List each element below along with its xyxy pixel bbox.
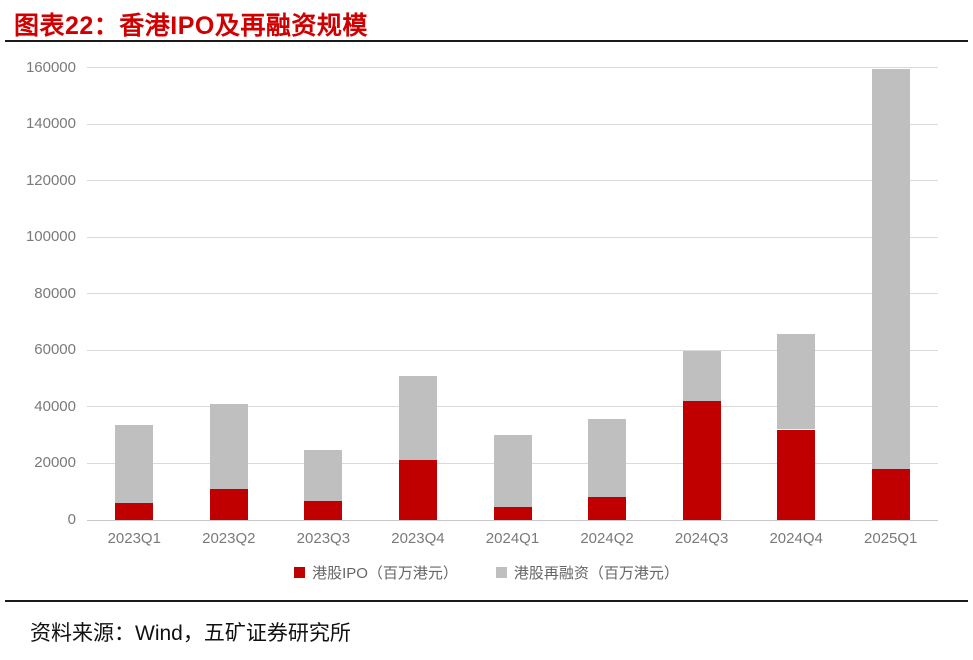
y-axis-tick-label: 80000 [34,284,76,302]
gridline [87,180,938,182]
y-axis-tick-label: 100000 [25,228,76,246]
legend-item-ipo: 港股IPO（百万港元） [294,562,458,583]
bar-segment-refinance [209,404,248,489]
y-axis-tick-label: 140000 [25,115,76,133]
bar-segment-refinance [682,350,721,402]
y-axis-tick-label: 40000 [34,397,76,415]
gridline [87,293,938,295]
x-axis-tick-label: 2023Q3 [296,530,351,547]
x-axis-tick-label: 2024Q4 [769,530,823,547]
x-axis-tick-label: 2024Q2 [580,530,634,547]
figure-title: 图表22：香港IPO及再融资规模 [14,12,368,40]
bar-segment-ipo [777,429,816,520]
bar-segment-refinance [115,425,154,504]
bar-segment-refinance [398,376,437,460]
y-axis-tick-label: 60000 [34,341,76,359]
legend-item-refinance: 港股再融资（百万港元） [495,562,679,583]
bar-segment-ipo [588,497,627,520]
bar-segment-refinance [777,334,816,430]
y-axis-tick-label: 20000 [34,454,76,472]
x-axis-line [87,520,938,521]
title-divider [5,40,968,42]
bar-segment-ipo [304,501,343,520]
x-axis-tick-label: 2025Q1 [864,530,918,547]
legend-swatch-ipo-icon [294,567,306,578]
y-axis-tick-label: 160000 [25,58,76,76]
x-axis-tick-label: 2024Q1 [485,530,540,547]
x-axis-tick-label: 2023Q2 [202,530,256,547]
gridline [87,67,938,68]
chart-legend: 港股IPO（百万港元） 港股再融资（百万港元） [0,562,973,583]
x-axis-tick-label: 2023Q1 [107,530,161,547]
bar-segment-ipo [682,401,721,520]
gridline [87,123,938,125]
bar-segment-refinance [588,419,627,498]
source-note: 资料来源：Wind，五矿证券研究所 [30,622,351,645]
legend-swatch-refinance-icon [495,567,507,578]
bar-segment-refinance [871,68,910,469]
x-axis-tick-label: 2024Q3 [674,530,729,547]
y-axis-tick-label: 0 [67,511,76,528]
bar-segment-ipo [493,506,532,520]
footer-divider [5,600,968,602]
bar-segment-ipo [871,468,910,520]
bar-segment-refinance [493,435,532,507]
gridline [87,236,938,238]
gridline [87,349,938,351]
y-axis-tick-label: 120000 [25,171,76,189]
bar-segment-ipo [398,459,437,520]
legend-label-refinance: 港股再融资（百万港元） [513,565,679,582]
gridline [87,406,938,408]
bar-segment-ipo [209,488,248,520]
x-axis-tick-label: 2023Q4 [391,530,445,547]
bar-segment-refinance [304,449,343,502]
bar-segment-ipo [115,503,154,520]
legend-label-ipo: 港股IPO（百万港元） [312,565,458,582]
